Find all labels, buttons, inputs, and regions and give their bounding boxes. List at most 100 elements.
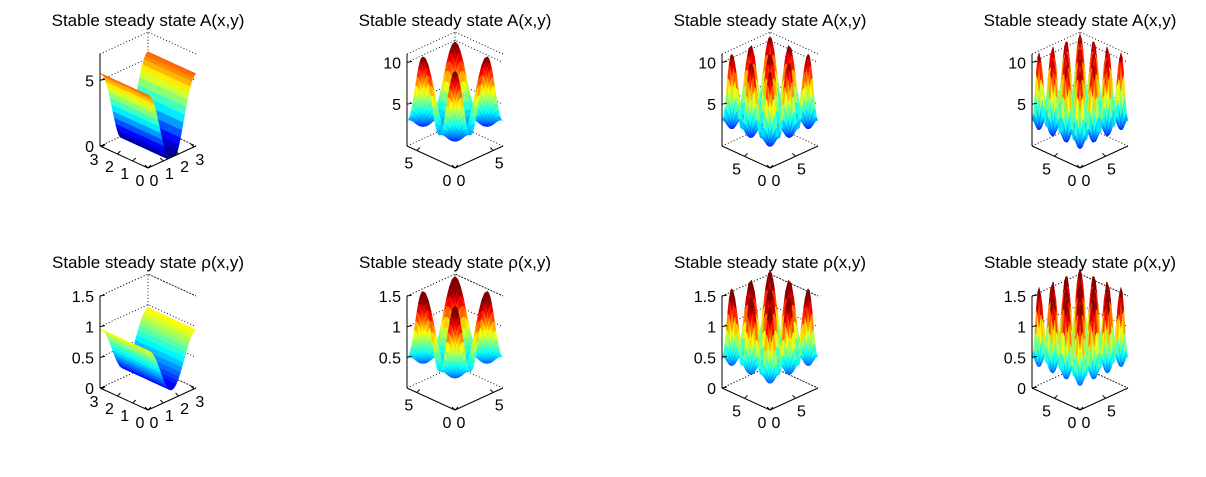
axes-box [1031,31,1129,147]
surface-mesh [406,41,504,142]
z-tick-label: 1 [85,320,94,337]
z-tick-label: 5 [1017,97,1026,114]
z-tick-label: 10 [383,55,401,72]
x-tick-label: 2 [180,401,189,418]
y-tick-label: 0 [443,173,452,190]
surface-panel-5: Stable steady state ρ(x,y)00.511.50 1 2 301… [52,253,244,432]
x-tick-label: 5 [1107,403,1116,420]
z-tick-label: 1.5 [72,289,94,306]
x-tick-label: 3 [195,394,204,411]
axes-box [721,273,819,389]
x-tick-label: 1 [165,408,174,425]
z-tick-label: 5 [707,97,716,114]
axes-box [721,31,819,147]
z-tick-label: 5 [85,73,94,90]
front-axes [99,54,197,169]
y-tick-label: 2 [105,401,114,418]
surface-mesh [721,36,819,147]
y-tick-label: 5 [732,161,741,178]
front-axes [1031,294,1129,411]
y-tick-label: 5 [1042,403,1051,420]
x-tick-label: 3 [195,152,204,169]
surface-panel-6: Stable steady state ρ(x,y) 0.5 1 1.5 0 5 0 5 [359,253,551,432]
y-tick-label: 5 [404,397,413,414]
x-tick-label: 0 [772,173,781,190]
z-tick-label: 0.5 [694,350,716,367]
x-tick-label: 0 [1082,173,1091,190]
x-tick-label: 5 [495,397,504,414]
z-tick-label: 0 [707,381,716,398]
front-axes [721,54,819,169]
axes-box [406,31,504,147]
x-tick-label: 2 [180,159,189,176]
z-tick-label: 0 [85,381,94,398]
y-tick-label: 5 [404,155,413,172]
axes-box [1031,273,1129,389]
y-tick-label: 0 [136,415,145,432]
x-tick-label: 5 [495,155,504,172]
x-tick-label: 0 [772,415,781,432]
x-tick-label: 1 [165,166,174,183]
front-axes [721,294,819,411]
front-axes [406,54,504,169]
y-tick-label: 0 [758,415,767,432]
z-tick-label: 0 [1017,381,1026,398]
surface-mesh [1031,33,1129,149]
panel-title: Stable steady state A(x,y) [52,11,245,30]
y-tick-label: 0 [443,415,452,432]
x-tick-label: 0 [457,173,466,190]
x-tick-label: 5 [797,403,806,420]
y-tick-label: 0 [758,173,767,190]
panel-title: Stable steady state ρ(x,y) [359,253,551,272]
y-tick-label: 0 [1068,415,1077,432]
surface-mesh [721,271,819,384]
y-tick-label: 1 [120,408,129,425]
x-tick-label: 0 [150,173,159,190]
y-tick-label: 3 [90,152,99,169]
y-tick-label: 2 [105,159,114,176]
axes-box [406,273,504,389]
y-tick-label: 0 [136,173,145,190]
z-tick-label: 0.5 [379,350,401,367]
panel-title: Stable steady state ρ(x,y) [674,253,866,272]
z-tick-label: 1 [1017,320,1026,337]
z-tick-label: 0 [85,139,94,156]
z-tick-label: 1 [392,320,401,337]
y-tick-label: 5 [1042,161,1051,178]
x-tick-label: 0 [150,415,159,432]
y-tick-label: 3 [90,394,99,411]
z-tick-label: 1.5 [379,289,401,306]
y-tick-label: 0 [1068,173,1077,190]
x-tick-label: 0 [1082,415,1091,432]
z-tick-label: 1.5 [694,289,716,306]
z-tick-label: 1 [707,320,716,337]
x-tick-label: 0 [457,415,466,432]
front-axes [1031,54,1129,169]
surface-mesh [406,276,504,379]
panel-title: Stable steady state A(x,y) [674,11,867,30]
z-tick-label: 10 [1008,55,1026,72]
surface-mesh [99,51,197,160]
panel-title: Stable steady state A(x,y) [359,11,552,30]
x-tick-label: 5 [797,161,806,178]
z-tick-label: 10 [698,55,716,72]
x-tick-label: 5 [1107,161,1116,178]
z-tick-label: 1.5 [1004,289,1026,306]
z-tick-label: 0.5 [72,350,94,367]
y-tick-label: 1 [120,166,129,183]
front-axes [406,294,504,411]
front-axes [99,294,197,411]
z-tick-label: 0.5 [1004,350,1026,367]
z-tick-label: 5 [392,97,401,114]
surface-mesh [1031,268,1129,386]
panel-title: Stable steady state ρ(x,y) [984,253,1176,272]
surface-panel-2: Stable steady state A(x,y) 5 10 0 5 0 5 [359,11,552,190]
y-tick-label: 5 [732,403,741,420]
panel-title: Stable steady state ρ(x,y) [52,253,244,272]
